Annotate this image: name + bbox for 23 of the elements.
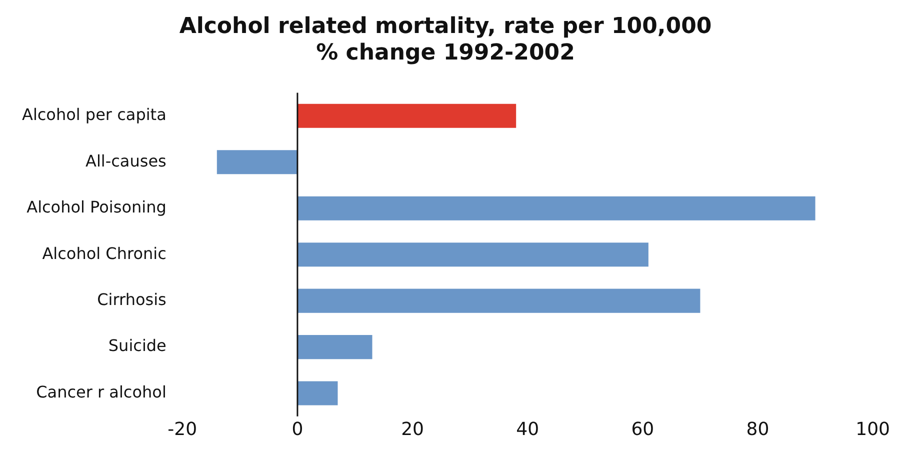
bar — [297, 104, 516, 128]
y-tick-label: Cirrhosis — [97, 290, 166, 309]
x-tick-label: 60 — [631, 418, 654, 440]
y-tick-label: All-causes — [86, 151, 166, 170]
x-tick-label: -20 — [168, 418, 198, 440]
bar — [297, 196, 816, 220]
x-tick-label: 40 — [516, 418, 540, 440]
y-tick-label: Cancer r alcohol — [36, 382, 166, 402]
bar — [297, 381, 338, 406]
x-tick-label: 20 — [401, 418, 424, 440]
chart-subtitle: % change 1992-2002 — [316, 40, 575, 66]
x-tick-label: 100 — [856, 418, 890, 440]
chart-title: Alcohol related mortality, rate per 100,000 — [179, 14, 712, 39]
y-tick-label: Alcohol per capita — [22, 105, 166, 124]
bar — [216, 150, 298, 174]
y-tick-label: Alcohol Chronic — [42, 244, 166, 263]
x-tick-label: 0 — [292, 418, 304, 440]
x-tick-label: 80 — [746, 418, 770, 440]
bar — [297, 335, 372, 360]
y-tick-label: Suicide — [108, 336, 166, 356]
bar — [297, 242, 648, 267]
y-tick-label: Alcohol Poisoning — [26, 198, 166, 217]
bar — [297, 288, 700, 313]
